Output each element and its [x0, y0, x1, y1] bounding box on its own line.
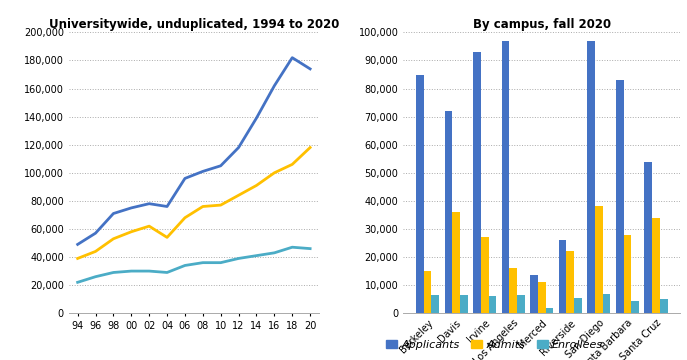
Bar — [416, 75, 424, 313]
Bar — [509, 268, 517, 313]
Bar — [452, 212, 460, 313]
Title: By campus, fall 2020: By campus, fall 2020 — [473, 18, 611, 31]
Bar — [574, 298, 582, 313]
Bar — [660, 299, 668, 313]
Bar — [530, 275, 538, 313]
Bar — [616, 80, 624, 313]
Bar — [481, 237, 488, 313]
Bar — [545, 307, 553, 313]
Bar — [652, 218, 660, 313]
Bar — [538, 282, 545, 313]
Bar — [644, 162, 652, 313]
Bar — [431, 295, 439, 313]
Bar — [602, 293, 611, 313]
Bar — [488, 296, 496, 313]
Bar — [559, 240, 567, 313]
Bar — [587, 41, 595, 313]
Bar — [473, 52, 481, 313]
Bar — [444, 111, 452, 313]
Bar — [631, 301, 639, 313]
Title: Universitywide, unduplicated, 1994 to 2020: Universitywide, unduplicated, 1994 to 20… — [49, 18, 339, 31]
Bar — [624, 235, 631, 313]
Bar — [517, 295, 525, 313]
Bar — [502, 41, 509, 313]
Bar — [567, 251, 574, 313]
Bar — [460, 295, 468, 313]
Legend: Applicants, Admits, Enrollees: Applicants, Admits, Enrollees — [381, 336, 608, 355]
Bar — [424, 271, 431, 313]
Bar — [595, 207, 602, 313]
